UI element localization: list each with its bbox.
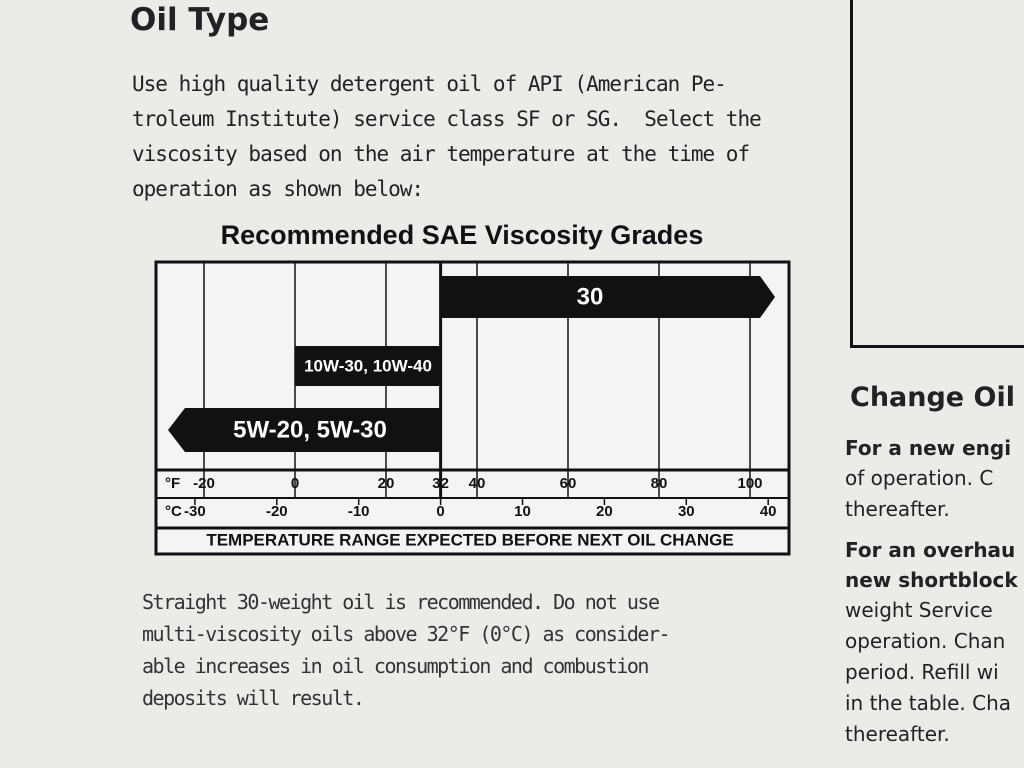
- side-line: operation. Chan: [845, 629, 1006, 653]
- unit-label: °C: [165, 503, 182, 520]
- intro-line: troleum Institute) service class SF or S…: [132, 107, 762, 131]
- intro-line: viscosity based on the air temperature a…: [132, 142, 750, 166]
- side-bold: new shortblock: [845, 568, 1018, 592]
- c-tick-label: -20: [266, 503, 288, 520]
- f-tick-label: 0: [291, 475, 299, 492]
- c-tick-label: 20: [596, 503, 613, 520]
- bar-10w: [295, 346, 441, 386]
- side-heading: Change Oil: [850, 382, 1015, 413]
- intro-line: Use high quality detergent oil of API (A…: [132, 72, 727, 96]
- side-line: weight Service: [845, 598, 993, 622]
- note-line: deposits will result.: [142, 686, 365, 710]
- c-tick-label: 10: [514, 503, 531, 520]
- c-tick-label: 0: [436, 503, 444, 520]
- side-box: [850, 0, 1024, 348]
- f-tick-label: 32: [432, 475, 449, 492]
- f-tick-label: 40: [469, 475, 486, 492]
- side-bold: For an overhau: [845, 538, 1016, 562]
- bar-30: [441, 276, 775, 318]
- bar-label: 30: [577, 283, 604, 310]
- unit-label: °F: [165, 475, 180, 492]
- side-line: thereafter.: [845, 497, 950, 521]
- bar-label: 5W-20, 5W-30: [233, 416, 387, 443]
- c-tick-label: -10: [348, 503, 370, 520]
- f-tick-label: 20: [378, 475, 395, 492]
- heading: Oil Type: [130, 2, 270, 38]
- side-line: period. Refill wi: [845, 660, 999, 684]
- side-line: in the table. Cha: [845, 691, 1012, 715]
- note-line: Straight 30-weight oil is recommended. D…: [142, 590, 660, 614]
- f-tick-label: 100: [737, 475, 762, 492]
- c-tick-label: 40: [760, 503, 777, 520]
- bar-5w: [168, 408, 441, 452]
- c-tick-label: -30: [184, 503, 206, 520]
- f-tick-label: -20: [193, 475, 215, 492]
- intro-line: operation as shown below:: [132, 177, 424, 201]
- f-tick-label: 60: [560, 475, 577, 492]
- side-line: of operation. C: [845, 466, 994, 490]
- chart-footer: TEMPERATURE RANGE EXPECTED BEFORE NEXT O…: [206, 530, 733, 549]
- side-bold: For a new engi: [845, 436, 1012, 460]
- side-line: thereafter.: [845, 722, 950, 746]
- chart-title: Recommended SAE Viscosity Grades: [221, 220, 704, 250]
- f-tick-label: 80: [651, 475, 668, 492]
- note-line: multi-viscosity oils above 32°F (0°C) as…: [142, 622, 671, 646]
- bar-label: 10W-30, 10W-40: [304, 356, 432, 375]
- c-tick-label: 30: [678, 503, 695, 520]
- note-line: able increases in oil consumption and co…: [142, 654, 649, 678]
